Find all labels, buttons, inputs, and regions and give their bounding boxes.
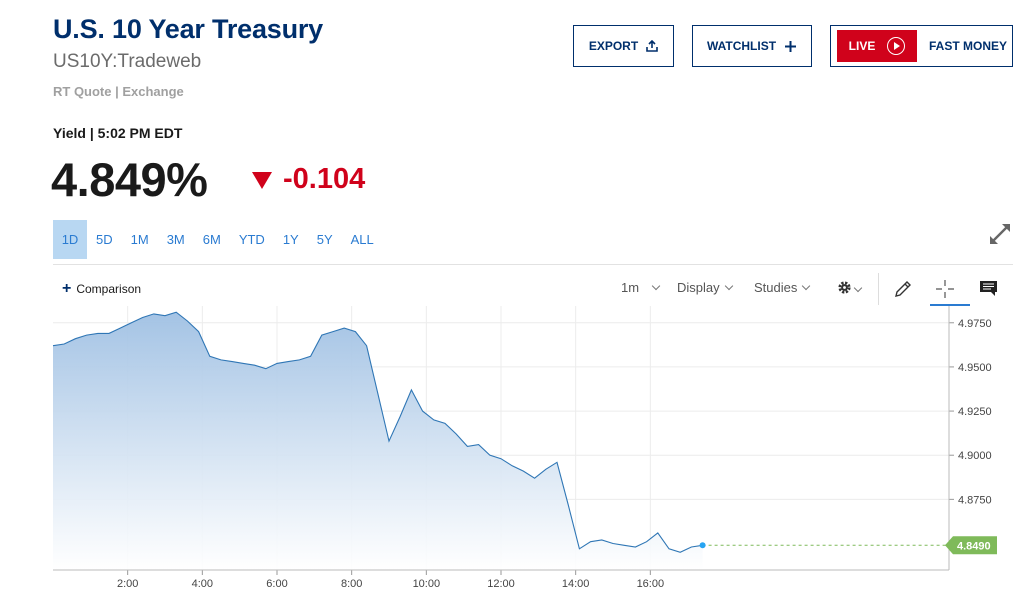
x-tick-label: 14:00 — [562, 578, 590, 590]
range-tab-all[interactable]: ALL — [350, 232, 374, 247]
comparison-button[interactable]: + Comparison — [62, 280, 142, 297]
chevron-down-icon — [853, 283, 863, 292]
y-tick-label: 4.9750 — [958, 318, 992, 330]
range-tab-5d[interactable]: 5D — [96, 232, 113, 247]
x-tick-label: 6:00 — [266, 578, 287, 590]
live-fast-money-button[interactable]: LIVE FAST MONEY — [830, 25, 1013, 67]
x-tick-label: 12:00 — [487, 578, 515, 590]
range-tab-1y[interactable]: 1Y — [282, 232, 299, 247]
last-price-badge-label: 4.8490 — [957, 540, 991, 552]
y-tick-label: 4.9000 — [958, 450, 992, 462]
range-tab-5y[interactable]: 5Y — [316, 232, 333, 247]
range-tab-3m[interactable]: 3M — [166, 232, 185, 247]
quote-source: RT Quote | Exchange — [53, 84, 184, 99]
y-axis: 4.9750 4.9500 4.9250 4.9000 4.8750 — [948, 306, 992, 570]
export-button[interactable]: EXPORT — [573, 25, 674, 67]
chart-area-fill — [53, 312, 703, 570]
x-tick-label: 10:00 — [413, 578, 441, 590]
display-dropdown[interactable]: Display — [677, 280, 733, 295]
y-tick-label: 4.9500 — [958, 362, 992, 374]
interval-dropdown[interactable]: 1m — [621, 280, 661, 295]
change-value: -0.104 — [283, 163, 366, 195]
live-badge: LIVE — [837, 30, 917, 62]
range-tab-6m[interactable]: 6M — [202, 232, 221, 247]
watchlist-button[interactable]: WATCHLIST — [692, 25, 812, 67]
x-tick-label: 4:00 — [192, 578, 213, 590]
display-label: Display — [677, 280, 720, 295]
draw-pencil-icon[interactable] — [892, 278, 914, 300]
studies-label: Studies — [754, 280, 798, 295]
chevron-down-icon — [651, 281, 661, 291]
crosshair-icon[interactable] — [934, 278, 956, 300]
upload-icon — [646, 40, 658, 52]
last-price: 4.849% — [51, 153, 208, 206]
x-tick-label: 8:00 — [341, 578, 362, 590]
settings-dropdown[interactable] — [837, 280, 863, 298]
range-tabs: 1D 5D 1M 3M 6M YTD 1Y 5Y ALL — [53, 220, 383, 259]
x-tick-label: 2:00 — [117, 578, 138, 590]
symbol-label: US10Y:Tradeweb — [53, 51, 202, 72]
chart-price-line — [52, 311, 703, 553]
chevron-down-icon — [724, 281, 733, 291]
yield-time: Yield | 5:02 PM EDT — [53, 125, 183, 141]
export-label: EXPORT — [588, 39, 639, 53]
watchlist-label: WATCHLIST — [706, 39, 777, 53]
x-axis: 2:00 4:00 6:00 8:00 10:00 12:00 14:00 16:00 — [53, 569, 949, 590]
plus-icon — [784, 40, 797, 53]
gear-icon — [837, 280, 852, 298]
page-title: U.S. 10 Year Treasury — [53, 14, 323, 44]
range-tab-ytd[interactable]: YTD — [238, 232, 265, 247]
studies-dropdown[interactable]: Studies — [754, 280, 811, 295]
comparison-label: Comparison — [76, 282, 142, 296]
last-price-badge: 4.8490 — [945, 536, 997, 555]
range-tab-1m[interactable]: 1M — [130, 232, 149, 247]
chevron-down-icon — [802, 281, 811, 291]
live-label: LIVE — [848, 39, 876, 53]
crosshair-active-indicator — [930, 304, 970, 306]
plus-icon: + — [62, 280, 72, 297]
last-price-dot — [699, 542, 706, 549]
toolbar-divider — [878, 273, 879, 305]
play-icon — [887, 37, 906, 55]
fast-money-label: FAST MONEY — [929, 39, 1008, 53]
price-change: -0.104 — [252, 163, 365, 196]
divider — [53, 264, 1013, 265]
interval-label: 1m — [621, 280, 640, 295]
y-tick-label: 4.9250 — [958, 406, 992, 418]
x-tick-label: 16:00 — [637, 578, 665, 590]
comment-icon[interactable] — [978, 278, 1000, 300]
range-tab-1d[interactable]: 1D — [53, 220, 87, 259]
expand-icon[interactable] — [987, 221, 1013, 247]
yield-chart[interactable]: 2:00 4:00 6:00 8:00 10:00 12:00 14:00 16:00 4.9… — [0, 306, 1024, 599]
y-tick-label: 4.8750 — [958, 494, 992, 506]
down-arrow-icon — [252, 172, 272, 189]
